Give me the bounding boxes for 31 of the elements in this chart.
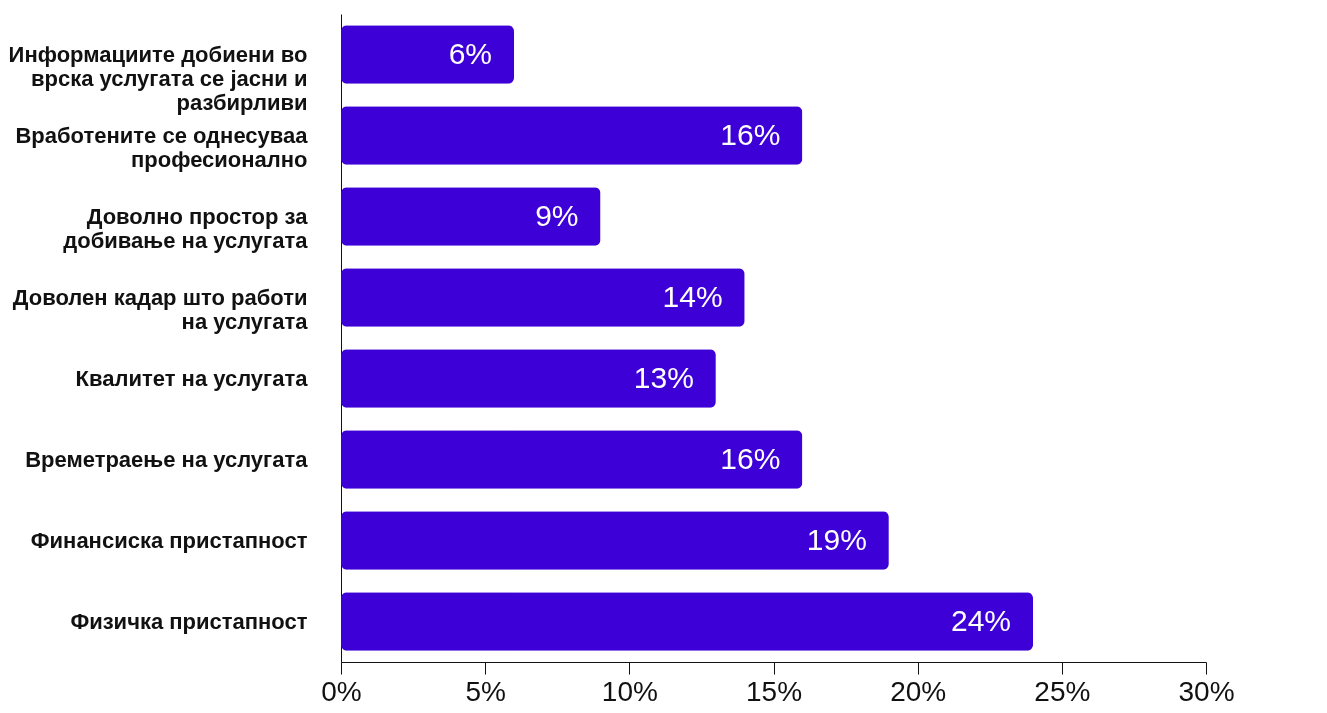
y-tick-label: Доволно простор за добивање на услугата bbox=[63, 203, 309, 253]
bar bbox=[341, 430, 803, 489]
x-tick-label: 30% bbox=[1178, 675, 1235, 707]
x-tick-label: 0% bbox=[321, 675, 362, 707]
bar bbox=[341, 511, 889, 570]
x-tick-label: 10% bbox=[601, 675, 658, 707]
data-label: 19% bbox=[806, 522, 867, 556]
x-tick-label: 25% bbox=[1034, 675, 1091, 707]
data-label: 9% bbox=[535, 198, 579, 232]
data-label: 16% bbox=[720, 441, 781, 475]
y-tick-label: Финансиска пристапност bbox=[30, 527, 308, 553]
data-label: 24% bbox=[950, 603, 1011, 637]
bar bbox=[341, 592, 1033, 651]
data-label: 13% bbox=[633, 360, 694, 394]
bar bbox=[341, 106, 803, 165]
x-tick-label: 20% bbox=[890, 675, 947, 707]
data-label: 6% bbox=[448, 36, 492, 70]
bar bbox=[341, 187, 601, 246]
bar bbox=[341, 268, 745, 327]
y-tick-label: Вработените се однесуваа професионално bbox=[15, 122, 309, 172]
data-label: 14% bbox=[662, 279, 723, 313]
y-tick-label: Информациите добиени во врска услугата се јасни и разбирливи bbox=[8, 41, 308, 115]
bar bbox=[341, 349, 716, 408]
x-tick-label: 15% bbox=[745, 675, 803, 707]
data-label: 16% bbox=[720, 117, 781, 151]
x-tick-label: 5% bbox=[465, 675, 506, 707]
y-tick-label: Физичка пристапност bbox=[70, 608, 308, 634]
y-tick-label: Доволен кадар што работи на услугата bbox=[12, 284, 309, 334]
y-tick-label: Квалитет на услугата bbox=[75, 365, 309, 391]
y-tick-label: Времетраење на услугата bbox=[25, 446, 309, 472]
bar bbox=[341, 25, 514, 84]
